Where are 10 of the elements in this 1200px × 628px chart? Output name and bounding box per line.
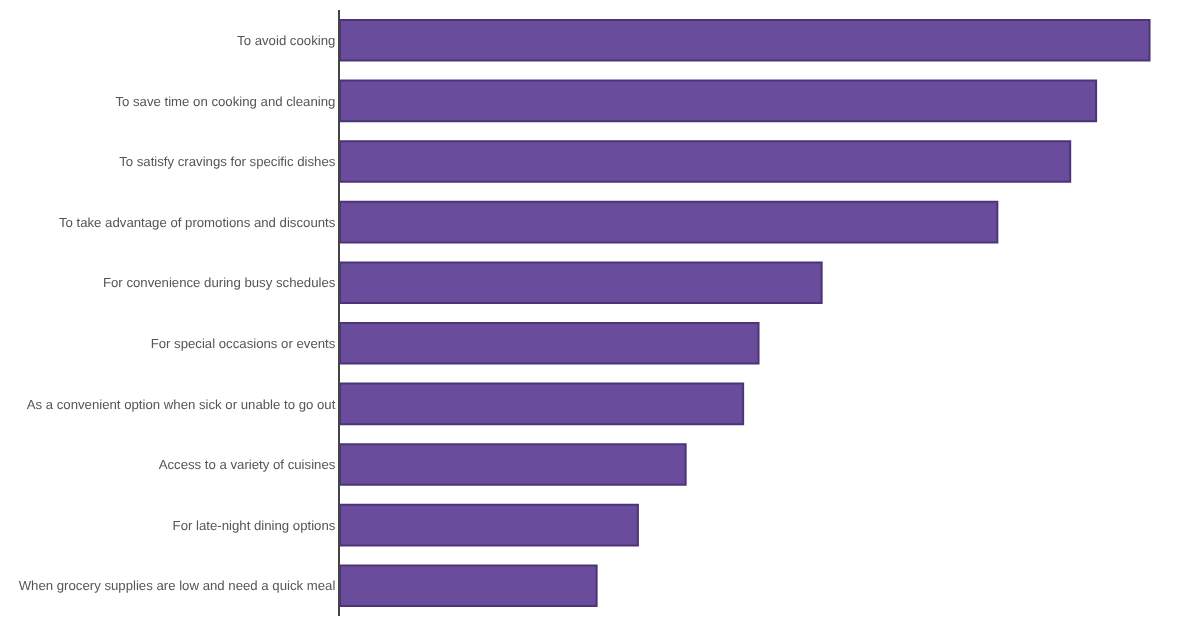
bar — [340, 322, 760, 365]
bar — [340, 261, 823, 304]
bar — [340, 382, 745, 426]
bar — [340, 443, 687, 486]
bar — [340, 564, 598, 607]
bar — [340, 503, 639, 547]
bar — [340, 140, 1072, 183]
bar — [340, 79, 1098, 123]
bar — [340, 19, 1151, 62]
bar — [340, 200, 999, 244]
